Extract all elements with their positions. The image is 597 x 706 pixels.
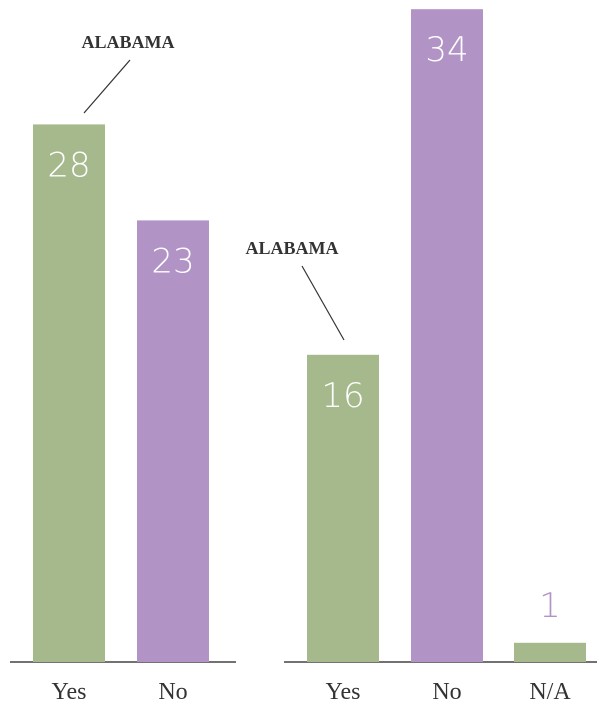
annotation: ALABAMA (82, 32, 175, 52)
value-label: 16 (321, 376, 364, 416)
bar (137, 220, 209, 662)
x-tick-label: Yes (326, 679, 361, 705)
value-label: 28 (47, 145, 90, 185)
value-label: 34 (425, 30, 468, 70)
value-label: 1 (539, 586, 561, 626)
bar (514, 642, 586, 662)
x-tick-label: N/A (529, 679, 571, 705)
bar (307, 354, 379, 662)
x-tick-label: Yes (52, 679, 87, 705)
annotation-line (301, 265, 345, 341)
annotation-line (83, 59, 131, 114)
x-tick-label: No (432, 679, 461, 705)
value-label: 23 (151, 241, 194, 281)
x-tick-label: No (158, 679, 187, 705)
bar (411, 9, 483, 662)
annotation: ALABAMA (246, 238, 339, 258)
bar (33, 124, 105, 662)
